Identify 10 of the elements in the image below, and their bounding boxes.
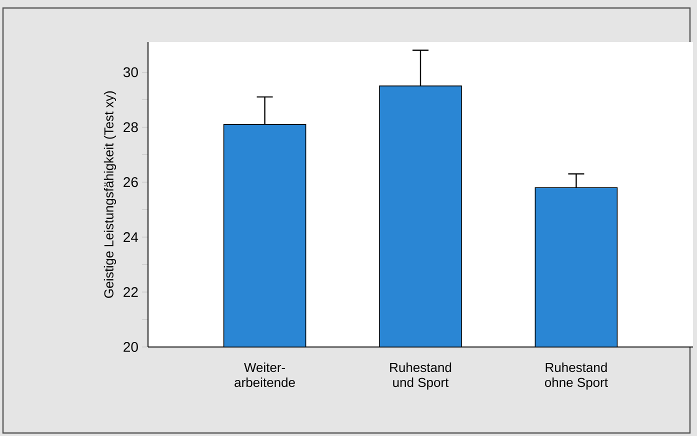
x-tick-label: Ruhestand ohne Sport (544, 362, 608, 390)
y-tick-label: 30 (123, 67, 138, 78)
y-tick-label: 26 (124, 177, 138, 188)
y-tick-label: 28 (124, 122, 138, 132)
y-tick-label: 24 (124, 232, 138, 242)
y-tick-label: 22 (124, 287, 138, 297)
x-tick-label: Weiter- arbeitende (234, 362, 295, 388)
y-tick-label: 20 (124, 342, 138, 352)
y-axis-title: Geistige Leistungsfähigkeit (Test xy) (104, 91, 116, 298)
x-tick-label: Ruhestand und Sport (390, 362, 452, 390)
